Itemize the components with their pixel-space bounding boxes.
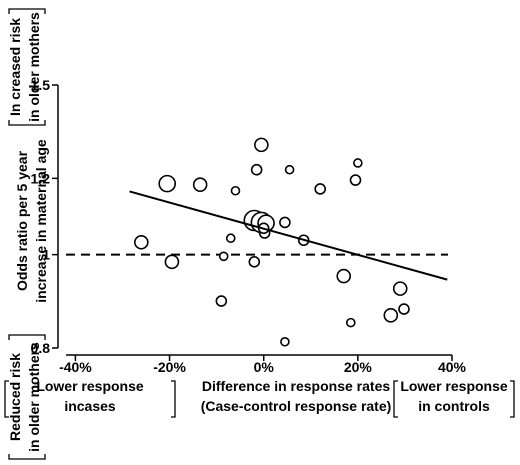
annotation-reduced-risk-line2: in older mothers: [26, 342, 42, 452]
data-point-23: [349, 174, 362, 186]
data-point-18: [284, 164, 295, 175]
x-axis-label-line1: Difference in response rates: [202, 378, 391, 394]
x-axis-label-line2: (Case-control response rate): [201, 398, 392, 414]
data-point-27: [392, 281, 408, 296]
annotation-lower-response-controls-line2: in controls: [418, 398, 490, 414]
data-point-7: [230, 185, 241, 196]
data-point-17: [279, 216, 291, 229]
data-point-2: [158, 174, 177, 193]
data-point-22: [353, 158, 363, 168]
y-ticks: 0.8 1 1.2 1.5: [31, 77, 58, 356]
annotation-lower-response-cases-line1: Lower response: [36, 378, 144, 394]
y-tick-label: 1.2: [31, 170, 51, 186]
data-point-25: [345, 317, 356, 328]
regression-line: [129, 190, 448, 281]
data-points: [134, 137, 410, 347]
y-tick-label: 0.8: [31, 340, 51, 356]
data-point-5: [215, 295, 228, 307]
x-tick-label: 0%: [254, 359, 275, 375]
data-point-28: [398, 303, 410, 315]
data-point-1: [134, 234, 149, 250]
y-tick-label: 1.5: [31, 77, 51, 93]
annotation-increased-risk-line1: In creased risk: [7, 18, 23, 116]
bracket-reduced-risk: [8, 334, 46, 460]
annotation-lower-response-controls-line1: Lower response: [400, 378, 508, 394]
x-tick-label: 20%: [344, 359, 373, 375]
x-ticks: -40% -20% 0% 20% 40%: [59, 355, 467, 375]
bracket-lower-response-controls: [393, 380, 515, 418]
data-point-3: [192, 177, 208, 192]
y-tick-label: 1: [42, 247, 50, 263]
data-point-16: [250, 163, 263, 176]
annotation-lower-response-cases-line2: incases: [64, 398, 116, 414]
y-axis-label-line1: Odds ratio per 5 year: [14, 150, 30, 291]
x-tick-label: -20%: [153, 359, 186, 375]
data-point-8: [225, 233, 236, 244]
x-tick-label: 40%: [438, 359, 467, 375]
data-point-15: [254, 137, 269, 153]
bracket-lower-response-cases: [4, 380, 176, 418]
data-point-9: [248, 256, 261, 268]
annotation-reduced-risk-line1: Reduced risk: [7, 353, 23, 441]
data-point-19: [280, 336, 290, 347]
data-point-26: [383, 308, 399, 323]
data-point-4: [164, 254, 180, 270]
x-tick-label: -40%: [59, 359, 92, 375]
bracket-increased-risk: [8, 8, 46, 126]
y-axis-label-line2: increase in maternal age: [33, 139, 49, 303]
data-point-6: [218, 251, 229, 262]
data-point-21: [314, 183, 326, 195]
annotation-increased-risk-line2: in older mothers: [26, 12, 42, 122]
data-point-24: [336, 268, 352, 284]
